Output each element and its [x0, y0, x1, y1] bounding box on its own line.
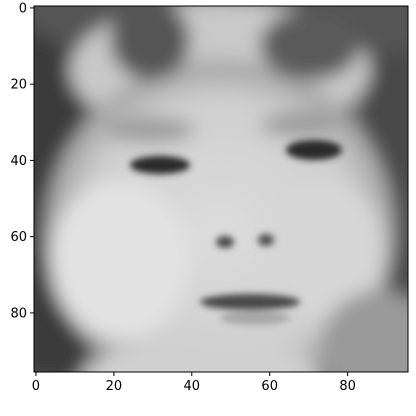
x-tick-label: 20 — [106, 379, 123, 394]
y-tick-label: 40 — [10, 154, 27, 169]
axes-frame — [33, 5, 409, 373]
y-tick-label: 60 — [10, 230, 27, 245]
x-tick-label: 40 — [184, 379, 201, 394]
x-axis: 0 20 40 60 80 — [32, 372, 356, 394]
x-tick-label: 80 — [339, 379, 356, 394]
y-tick-label: 80 — [10, 306, 27, 321]
y-tick-label: 0 — [19, 1, 27, 16]
x-tick-label: 0 — [32, 379, 40, 394]
y-axis: 0 20 40 60 80 — [10, 1, 34, 321]
face-image — [34, 6, 408, 372]
x-tick-label: 60 — [261, 379, 278, 394]
y-tick-label: 20 — [10, 78, 27, 93]
